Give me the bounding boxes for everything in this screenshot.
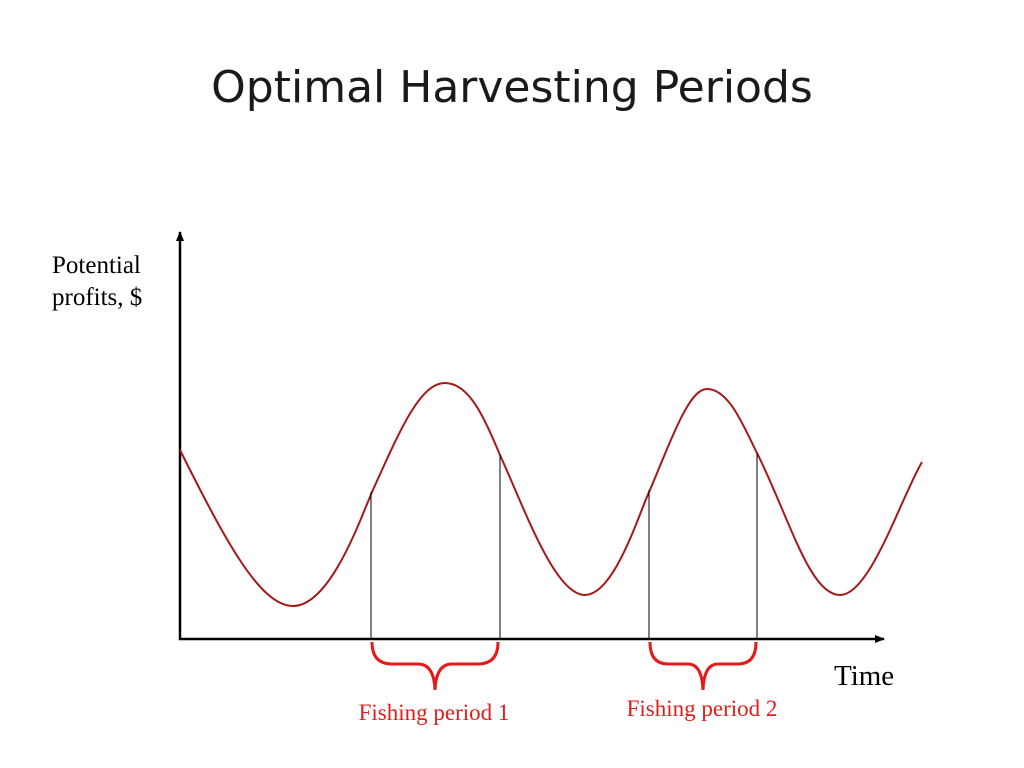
profit-curve [179,381,923,608]
x-axis-label: Time [834,660,894,692]
period-1-brace [370,641,500,691]
slide-title: Optimal Harvesting Periods [211,62,813,113]
y-axis-label-line2: profits, $ [52,284,142,311]
period-1-label: Fishing period 1 [359,700,510,725]
period-2-label: Fishing period 2 [627,696,778,721]
y-axis-label-line1: Potential [52,252,141,279]
period-2-brace [648,641,758,691]
